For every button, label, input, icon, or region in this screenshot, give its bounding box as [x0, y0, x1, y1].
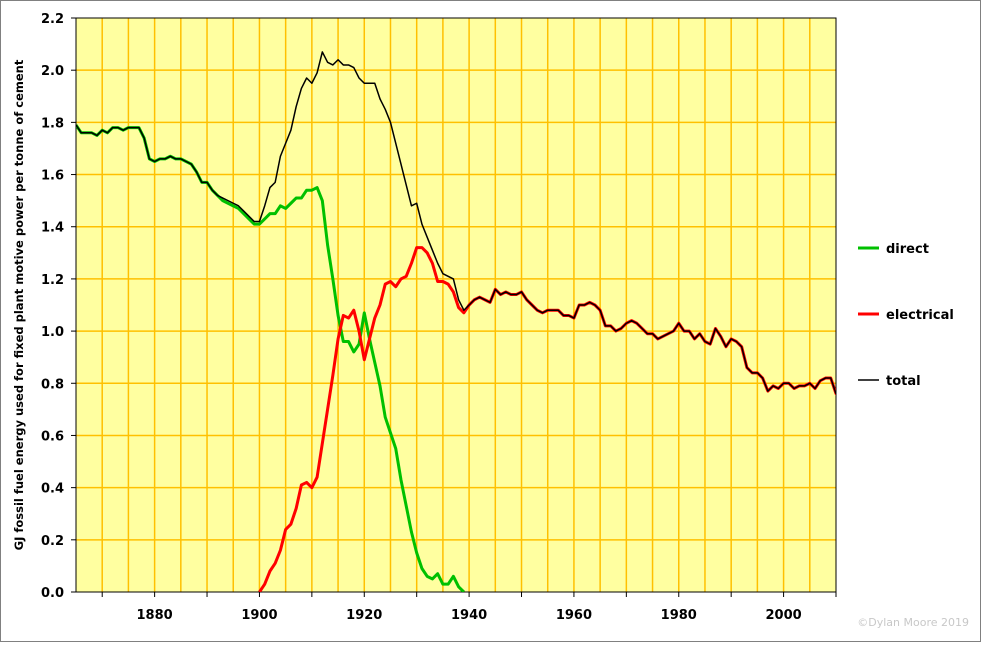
y-tick-label: 1.2 [41, 273, 64, 288]
y-tick-label: 1.6 [41, 169, 64, 184]
x-tick-label: 1900 [241, 608, 277, 623]
legend-label-direct: direct [886, 242, 929, 257]
x-tick-label: 1920 [346, 608, 382, 623]
legend-label-electrical: electrical [886, 308, 954, 323]
y-tick-label: 1.4 [41, 221, 64, 236]
x-axis-ticks: 1880 1900 1920 1940 1960 1980 2000 [101, 592, 837, 623]
credit-watermark: ©Dylan Moore 2019 [857, 616, 969, 629]
series-lines [76, 51, 836, 592]
plot-area [76, 18, 836, 592]
x-tick-label: 1980 [661, 608, 697, 623]
legend-label-total: total [886, 374, 921, 389]
y-tick-label: 0.6 [41, 429, 64, 444]
y-axis-ticks: 0.0 0.2 0.4 0.6 0.8 1.0 1.2 1.4 1.6 1.8 2.0 2.2 [41, 12, 76, 601]
y-tick-label: 0.4 [41, 482, 64, 497]
legend: direct electrical total [858, 242, 954, 389]
y-tick-label: 1.8 [41, 116, 64, 131]
y-tick-label: 0.2 [41, 534, 64, 549]
y-tick-label: 1.0 [41, 325, 64, 340]
y-tick-label: 0.8 [41, 377, 64, 392]
x-tick-label: 1940 [451, 608, 487, 623]
y-tick-label: 2.2 [41, 12, 64, 27]
y-axis-label: GJ fossil fuel energy used for fixed pla… [12, 59, 26, 550]
x-tick-label: 1960 [556, 608, 592, 623]
plot-border [75, 17, 837, 593]
series-line-total [76, 51, 836, 395]
x-tick-label: 2000 [765, 608, 801, 623]
x-tick-label: 1880 [137, 608, 173, 623]
y-tick-label: 2.0 [41, 64, 64, 79]
gridlines [76, 18, 836, 592]
y-tick-label: 0.0 [41, 586, 64, 601]
